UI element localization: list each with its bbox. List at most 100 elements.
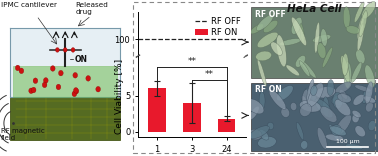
Circle shape [56,84,61,90]
Bar [251,7,378,78]
Ellipse shape [355,126,366,137]
Circle shape [72,91,77,97]
Ellipse shape [345,144,363,150]
Ellipse shape [362,88,371,103]
Ellipse shape [317,43,326,58]
Ellipse shape [286,65,299,76]
Bar [149,88,166,132]
Ellipse shape [341,56,350,83]
Ellipse shape [315,87,336,98]
Polygon shape [11,97,120,140]
Circle shape [42,82,47,88]
Ellipse shape [299,100,321,112]
Ellipse shape [267,122,274,130]
Ellipse shape [321,29,327,46]
Ellipse shape [307,79,314,103]
Ellipse shape [315,99,333,118]
Ellipse shape [357,16,364,39]
Ellipse shape [258,136,276,148]
Circle shape [59,70,63,76]
Ellipse shape [291,17,307,46]
Ellipse shape [246,99,264,114]
Ellipse shape [342,53,349,76]
Ellipse shape [327,80,334,95]
Ellipse shape [279,39,301,46]
Ellipse shape [335,99,351,116]
Ellipse shape [352,110,361,118]
Ellipse shape [256,51,271,61]
Ellipse shape [313,35,331,42]
Circle shape [33,78,38,83]
Text: ON: ON [74,55,87,64]
Y-axis label: Cell Viability [%]: Cell Viability [%] [115,59,124,134]
Ellipse shape [314,22,319,53]
Ellipse shape [356,49,365,64]
Ellipse shape [300,104,311,116]
Ellipse shape [302,96,308,106]
Circle shape [43,78,48,83]
Ellipse shape [329,124,339,141]
Ellipse shape [363,96,376,103]
Ellipse shape [250,24,264,34]
Text: RF magnetic
field: RF magnetic field [1,128,45,141]
Ellipse shape [301,141,308,149]
Ellipse shape [256,15,273,31]
Text: 100 µm: 100 µm [336,139,359,144]
Ellipse shape [352,114,359,123]
Ellipse shape [300,23,304,44]
Ellipse shape [276,85,293,101]
Ellipse shape [311,86,317,95]
Ellipse shape [343,7,350,28]
Ellipse shape [331,94,352,105]
Circle shape [96,86,101,92]
Circle shape [29,88,34,94]
Ellipse shape [257,32,278,48]
Circle shape [74,88,79,94]
Ellipse shape [296,122,304,140]
Ellipse shape [330,126,346,136]
Text: HeLa Cell: HeLa Cell [287,4,342,14]
Ellipse shape [359,10,367,37]
Ellipse shape [249,126,270,139]
Bar [133,2,375,153]
Ellipse shape [346,26,360,34]
Circle shape [86,76,91,81]
Circle shape [50,66,55,71]
Ellipse shape [317,127,327,149]
Circle shape [71,48,75,52]
Ellipse shape [299,61,310,77]
Polygon shape [11,28,120,97]
Ellipse shape [269,90,286,110]
Ellipse shape [362,2,376,19]
Ellipse shape [276,35,287,67]
Ellipse shape [344,62,352,88]
Text: RF OFF: RF OFF [255,10,286,19]
Legend: RF OFF, RF ON: RF OFF, RF ON [194,17,242,38]
Ellipse shape [295,56,305,67]
Text: RF ON: RF ON [255,85,282,94]
Ellipse shape [281,108,290,117]
Ellipse shape [259,129,269,140]
Ellipse shape [353,94,364,105]
Ellipse shape [335,82,352,93]
Text: Released
drug: Released drug [76,2,108,15]
Bar [183,103,200,132]
Ellipse shape [291,17,302,34]
Circle shape [73,88,78,93]
Ellipse shape [337,94,351,103]
Ellipse shape [333,92,343,109]
Circle shape [31,87,36,93]
Ellipse shape [308,83,324,107]
Ellipse shape [325,134,344,141]
X-axis label: Time [hours]: Time [hours] [163,155,220,156]
Ellipse shape [365,65,375,87]
Ellipse shape [368,120,376,131]
Bar [251,83,378,151]
Circle shape [15,65,20,71]
Ellipse shape [323,97,329,118]
Ellipse shape [322,47,333,68]
Ellipse shape [263,20,278,33]
Text: IPMC cantilever: IPMC cantilever [1,2,57,7]
Ellipse shape [357,24,364,51]
Ellipse shape [306,88,317,102]
